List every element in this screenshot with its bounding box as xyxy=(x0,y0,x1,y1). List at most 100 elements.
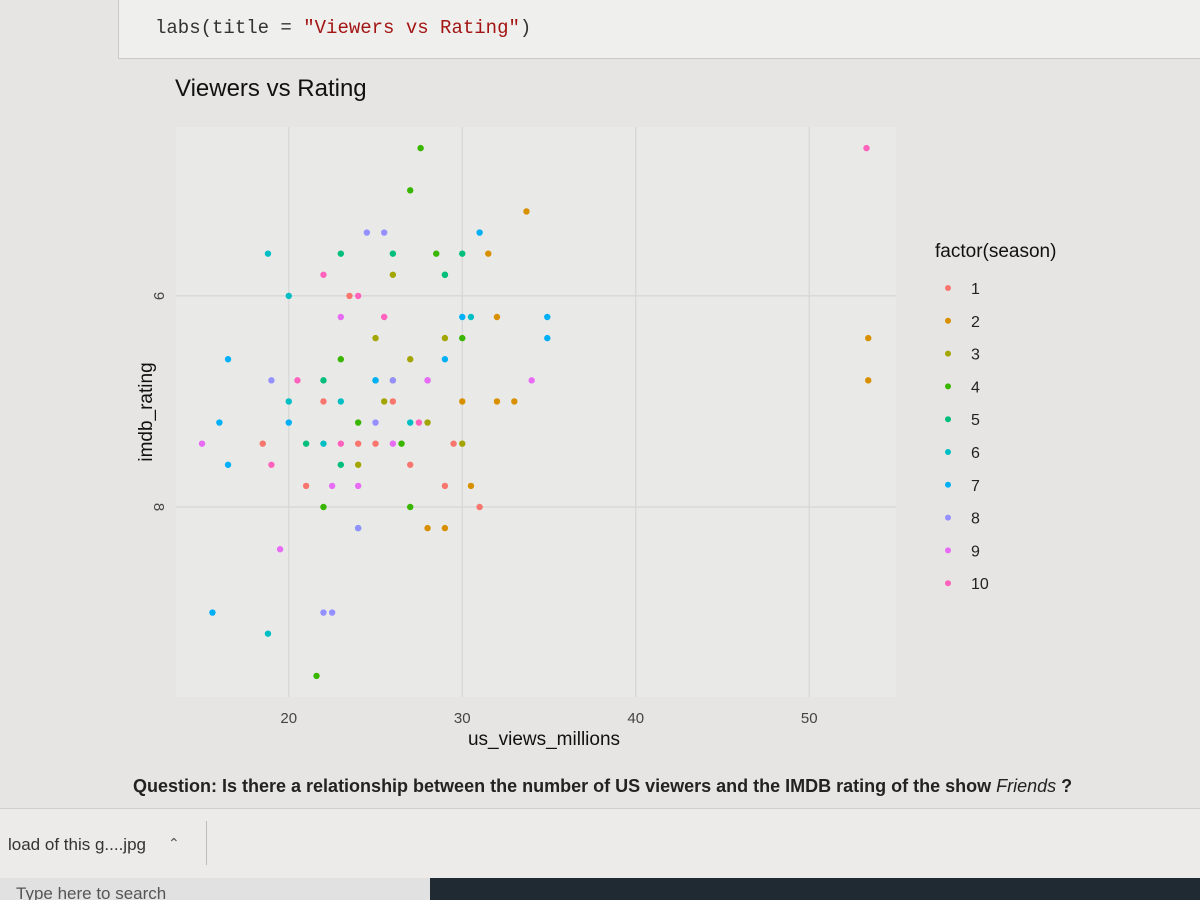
point xyxy=(459,398,466,405)
legend-marker xyxy=(945,416,951,423)
x-axis-title: us_views_millions xyxy=(468,729,620,750)
point xyxy=(285,292,292,300)
legend-label: 9 xyxy=(971,543,980,560)
chart: Viewers vs Rating 20 30 40 50 8 9 us_views_mill… xyxy=(136,75,1056,750)
point xyxy=(372,440,379,447)
point xyxy=(276,546,284,553)
point xyxy=(441,334,449,342)
code-text: ) xyxy=(519,17,532,39)
point xyxy=(863,144,870,152)
download-file[interactable]: load of this g....jpg xyxy=(8,835,146,854)
point xyxy=(441,356,449,363)
x-tick-label: 20 xyxy=(280,710,297,727)
point xyxy=(424,377,431,384)
point xyxy=(476,503,483,511)
point xyxy=(294,377,301,384)
legend-label: 5 xyxy=(971,412,980,429)
search-placeholder: Type here to search xyxy=(16,884,167,900)
point xyxy=(407,503,414,511)
point xyxy=(415,419,423,426)
point xyxy=(216,419,223,426)
point xyxy=(459,334,466,342)
y-axis-title: imdb_rating xyxy=(136,362,157,461)
x-tick-label: 30 xyxy=(454,710,471,727)
point xyxy=(380,398,388,405)
point xyxy=(209,609,216,616)
point xyxy=(354,440,362,447)
point xyxy=(302,482,310,490)
point xyxy=(467,482,475,490)
legend-label: 7 xyxy=(971,478,980,495)
legend-title: factor(season) xyxy=(935,241,1056,262)
code-cell: labs(title = "Viewers vs Rating") xyxy=(118,0,1200,59)
point xyxy=(268,461,275,468)
legend-marker xyxy=(945,580,951,587)
point xyxy=(320,377,327,384)
point xyxy=(337,250,345,257)
point xyxy=(354,482,362,490)
point xyxy=(302,440,310,447)
point xyxy=(380,313,388,321)
point xyxy=(354,524,362,532)
point xyxy=(328,609,336,616)
point xyxy=(407,356,414,363)
point xyxy=(544,313,551,321)
point xyxy=(493,313,501,321)
legend-marker xyxy=(945,383,951,390)
point xyxy=(380,229,388,236)
point xyxy=(285,419,292,426)
point xyxy=(285,398,292,405)
y-tick-label: 9 xyxy=(150,292,167,300)
point xyxy=(493,398,501,405)
point xyxy=(320,609,327,616)
point xyxy=(389,398,397,405)
point xyxy=(264,250,272,257)
point xyxy=(259,440,266,447)
point xyxy=(450,440,457,447)
point xyxy=(467,313,475,321)
point xyxy=(407,419,414,426)
point xyxy=(320,440,327,447)
point xyxy=(389,377,397,384)
point xyxy=(346,292,353,300)
search-box[interactable]: Type here to search xyxy=(0,878,430,900)
point xyxy=(224,461,232,468)
point xyxy=(337,313,345,321)
question: Question: Is there a relationship betwee… xyxy=(133,776,1072,797)
point xyxy=(320,398,327,405)
legend-label: 1 xyxy=(971,281,980,298)
download-menu[interactable]: ⌃ xyxy=(168,835,180,851)
separator xyxy=(206,821,207,865)
y-tick-label: 8 xyxy=(150,503,167,511)
point xyxy=(544,334,551,342)
point xyxy=(354,461,362,468)
point xyxy=(372,334,379,342)
legend-marker xyxy=(945,514,951,521)
point xyxy=(407,187,414,194)
legend-marker xyxy=(945,350,951,357)
point xyxy=(407,461,414,468)
point xyxy=(459,250,466,257)
point xyxy=(389,271,397,278)
point xyxy=(441,524,449,532)
legend-marker xyxy=(945,449,951,455)
point xyxy=(485,250,492,257)
point xyxy=(389,440,397,447)
point xyxy=(313,672,320,680)
code-line: labs(title = "Viewers vs Rating") xyxy=(155,17,531,39)
x-tick-label: 40 xyxy=(627,710,644,727)
point xyxy=(337,356,345,363)
point xyxy=(424,524,431,532)
point xyxy=(372,377,379,384)
legend-label: 3 xyxy=(971,347,980,364)
point xyxy=(354,419,362,426)
code-text: labs(title = xyxy=(155,17,304,39)
point xyxy=(320,503,327,511)
legend-marker xyxy=(945,547,951,554)
point xyxy=(268,377,275,384)
download-bar: load of this g....jpg ⌃ xyxy=(0,808,1200,879)
point xyxy=(372,419,379,426)
point xyxy=(459,440,466,447)
question-end: ? xyxy=(1056,776,1073,796)
taskbar xyxy=(430,878,1200,900)
